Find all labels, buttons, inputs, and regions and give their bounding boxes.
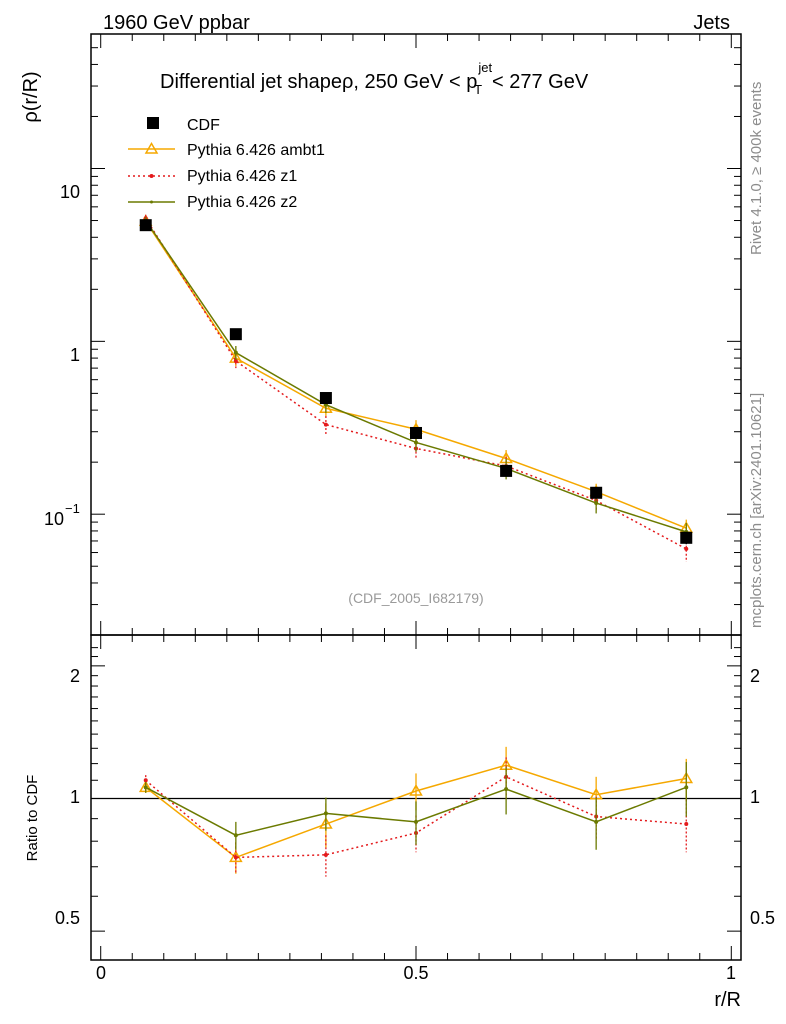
x-tick-label-1: 1	[726, 963, 736, 983]
data-point-cdf	[319, 392, 332, 405]
ratio-y-tick-label-2: 2	[70, 666, 80, 686]
y-tick-label-0.1-exponent: −1	[65, 501, 80, 516]
ratio-point-pythia-6-426-z2	[143, 785, 148, 790]
data-line-pythia-6-426-ambt1	[145, 220, 687, 529]
analysis-id-label: (CDF_2005_I682179)	[348, 590, 483, 606]
x-tick-label-0: 0	[96, 963, 106, 983]
ratio-point-pythia-6-426-z1	[323, 852, 328, 857]
data-line-pythia-6-426-z1	[145, 217, 687, 550]
ratio-point-pythia-6-426-z2	[684, 785, 689, 790]
ratio-y-tick-label-0.5: 0.5	[55, 908, 80, 928]
y-tick-label-1: 1	[70, 345, 80, 365]
top-y-axis-label: ρ(r/R)	[20, 71, 42, 122]
legend-z1-label: Pythia 6.426 z1	[187, 168, 297, 185]
data-point-cdf	[410, 426, 422, 439]
ratio-point-pythia-6-426-z2	[233, 833, 238, 838]
chart-title-subscript: T	[474, 82, 482, 97]
ratio-panel-ticks	[91, 635, 741, 960]
ratio-point-pythia-6-426-z1	[684, 822, 689, 827]
ratio-point-pythia-6-426-z2	[323, 811, 328, 816]
ratio-point-pythia-6-426-z1	[143, 778, 148, 783]
ratio-point-pythia-6-426-z2	[414, 819, 418, 824]
chart-title: Differential jet shapeρ, 250 GeV < pjet T…	[160, 60, 589, 97]
ratio-point-pythia-6-426-z2	[504, 787, 509, 792]
rivet-version-label: Rivet 4.1.0, ≥ 400k events	[748, 82, 765, 255]
data-point-pythia-6-426-z2	[594, 501, 599, 506]
process-label: Jets	[693, 12, 730, 34]
data-point-pythia-6-426-z1	[233, 358, 238, 363]
ratio-point-pythia-6-426-ambt1	[409, 783, 423, 796]
collision-energy-label: 1960 GeV ppbar	[103, 12, 250, 34]
ratio-point-pythia-6-426-z2	[594, 819, 599, 824]
chart-title-superscript: jet	[477, 60, 492, 75]
ratio-panel-data	[91, 746, 741, 877]
mcplots-url-label: mcplots.cern.ch [arXiv:2401.10621]	[748, 393, 765, 628]
data-point-pythia-6-426-z1	[684, 546, 689, 551]
data-point-cdf	[500, 464, 513, 477]
ratio-y-tick-label-right-1: 1	[750, 787, 760, 807]
y-tick-label-10: 10	[60, 182, 80, 202]
data-line-pythia-6-426-z2	[145, 220, 687, 533]
legend-ambt1-marker	[144, 142, 159, 154]
data-point-cdf	[229, 328, 242, 341]
legend-z2-marker	[150, 200, 153, 204]
x-axis-label: r/R	[714, 989, 741, 1011]
ratio-y-axis-label: Ratio to CDF	[24, 775, 41, 862]
legend: CDF Pythia 6.426 ambt1 Pythia 6.426 z1 P…	[128, 117, 325, 211]
data-point-cdf	[139, 219, 152, 232]
legend-cdf-label: CDF	[187, 117, 220, 134]
x-tick-label-0.5: 0.5	[403, 963, 428, 983]
data-point-pythia-6-426-z2	[233, 350, 238, 355]
data-point-pythia-6-426-z2	[414, 440, 418, 445]
legend-z1-marker	[149, 174, 154, 178]
top-panel-data	[138, 214, 694, 562]
y-tick-label-0.1-base: 10	[44, 509, 64, 529]
ratio-y-tick-label-1: 1	[70, 787, 80, 807]
data-point-pythia-6-426-z1	[323, 422, 328, 427]
legend-ambt1-label: Pythia 6.426 ambt1	[187, 142, 325, 159]
chart-title-main: Differential jet shapeρ, 250 GeV < p	[160, 71, 477, 93]
legend-z2-label: Pythia 6.426 z2	[187, 194, 297, 211]
chart-title-end: < 277 GeV	[492, 71, 589, 93]
ratio-y-tick-label-right-2: 2	[750, 666, 760, 686]
top-panel-ticks	[91, 33, 741, 636]
data-point-cdf	[590, 486, 603, 499]
legend-cdf-marker	[147, 117, 159, 129]
ratio-y-tick-label-right-0.5: 0.5	[750, 908, 775, 928]
ratio-point-pythia-6-426-z1	[233, 855, 238, 860]
data-point-cdf	[680, 531, 693, 544]
